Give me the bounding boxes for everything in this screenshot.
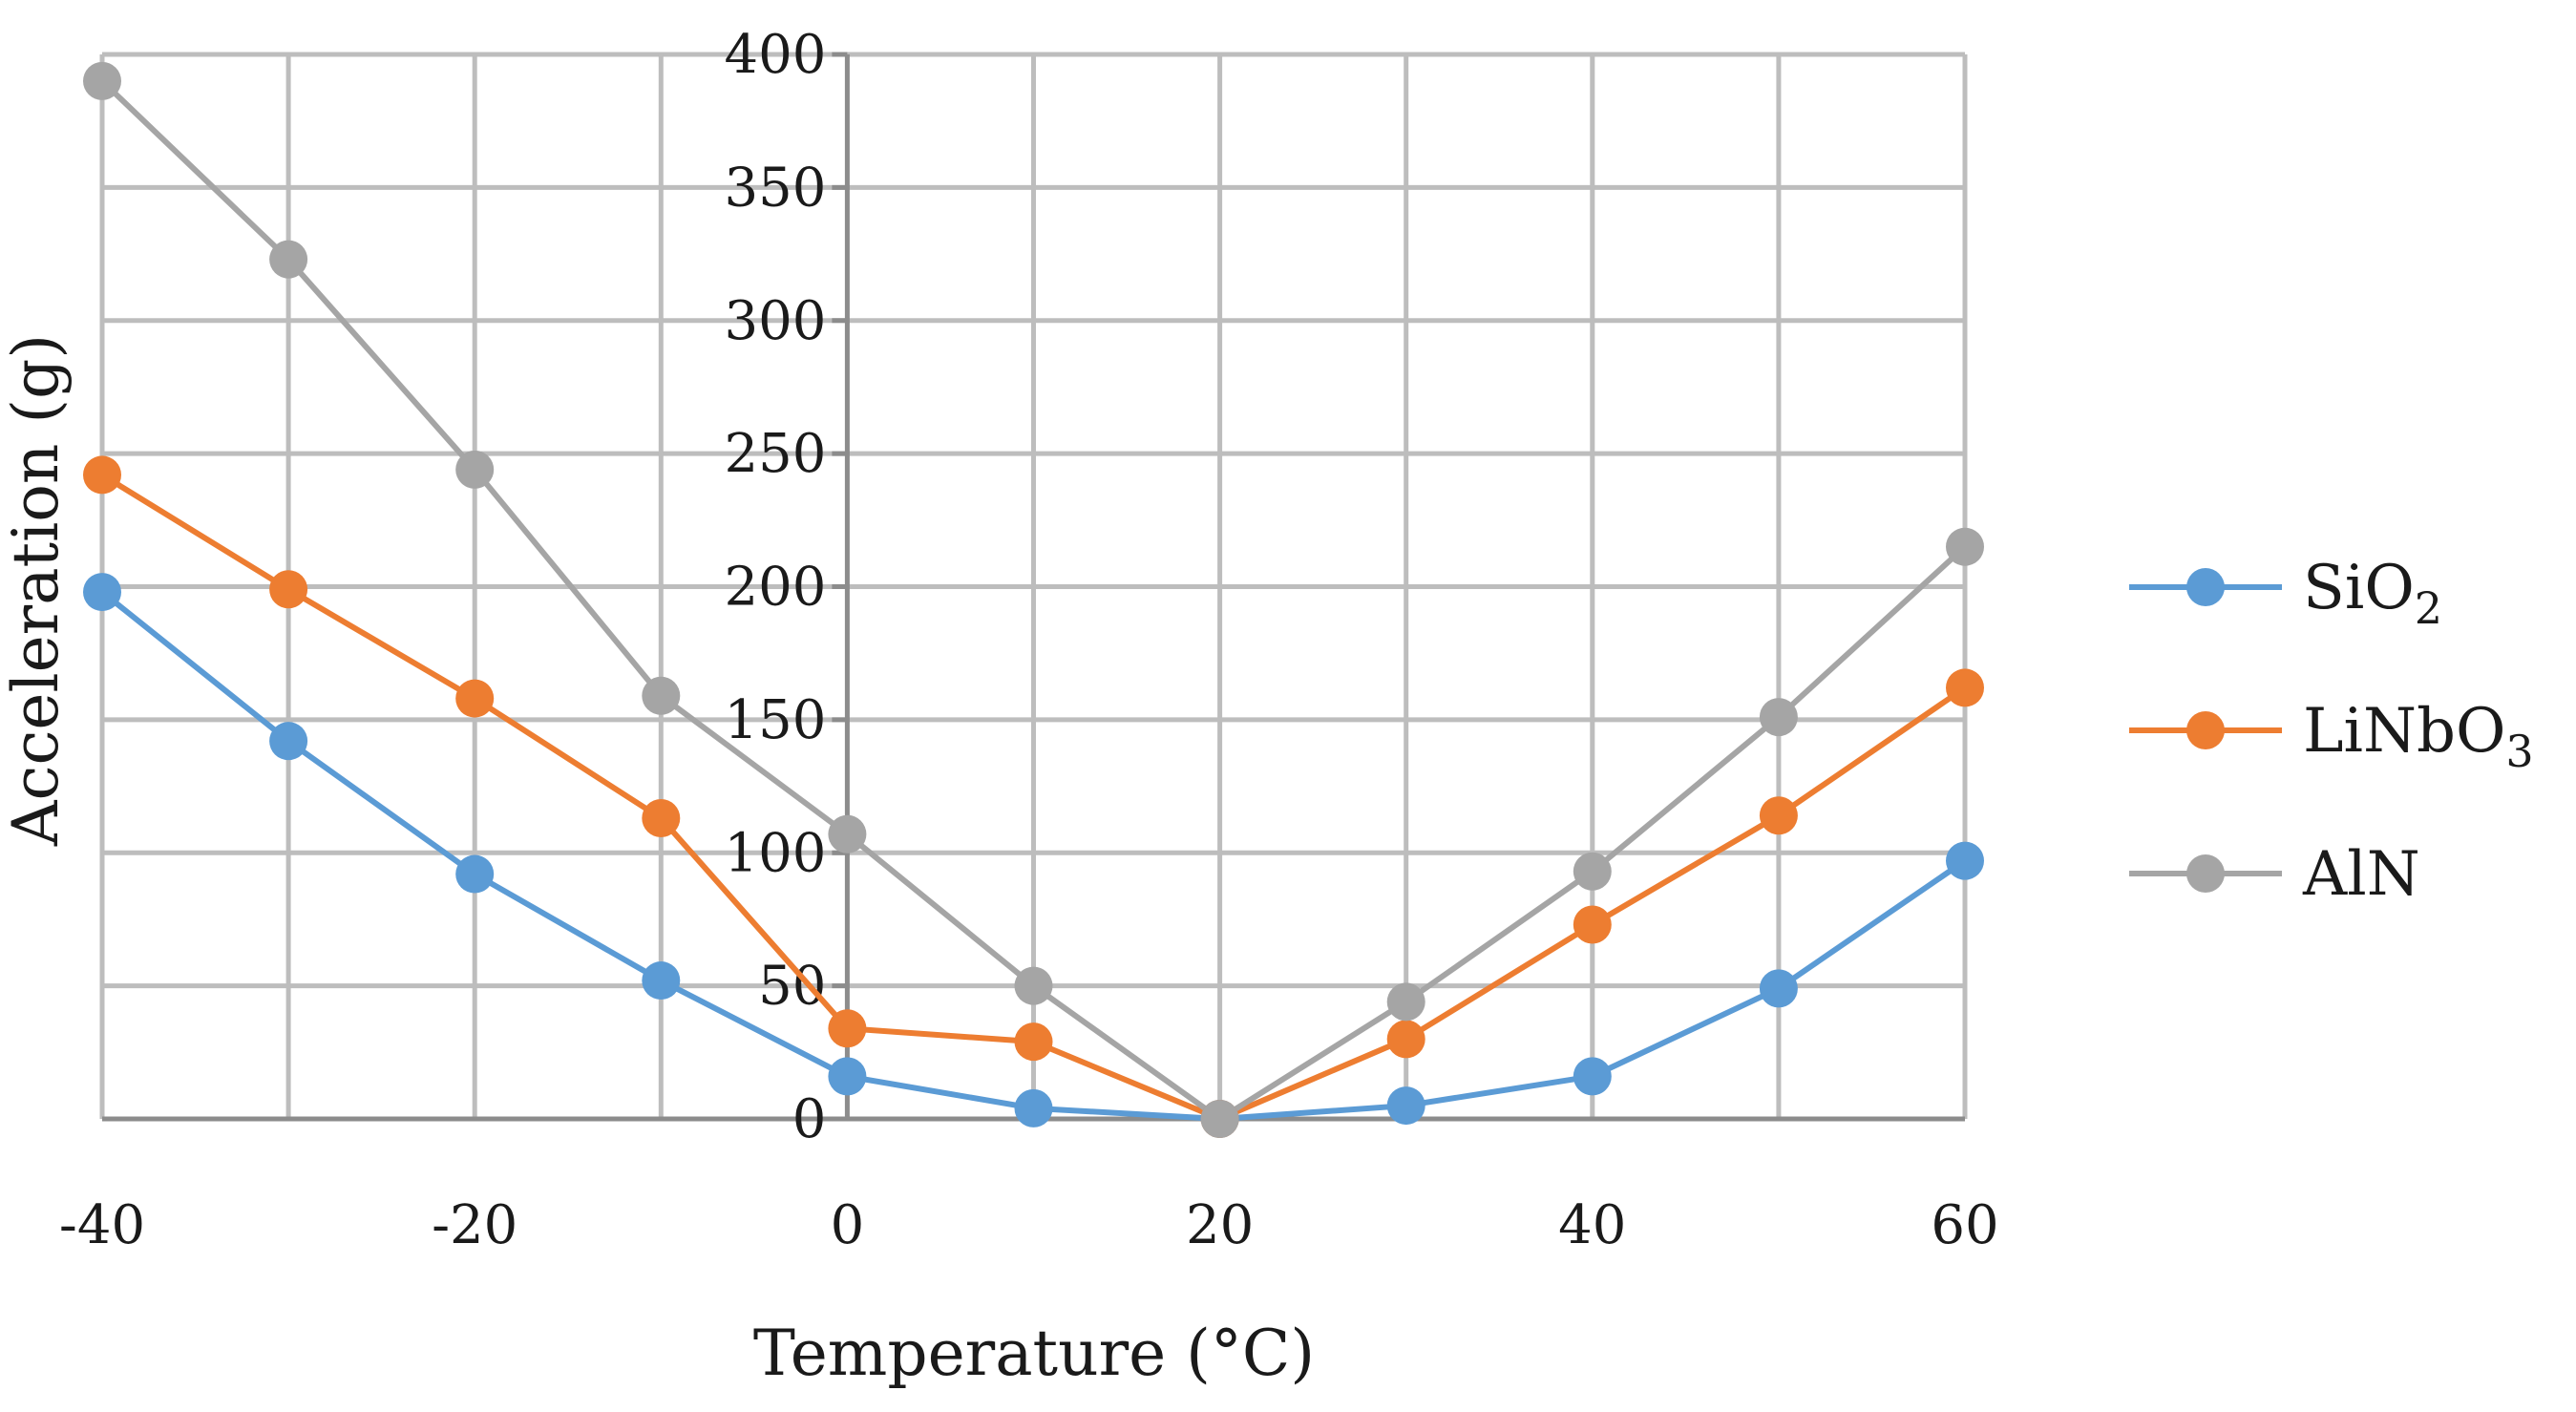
y-tick-label-200: 200: [725, 557, 827, 619]
point-aln-20: [1200, 1100, 1239, 1138]
legend-label-sio: SiO2: [2303, 553, 2442, 634]
y-axis-title: Acceleration (g): [0, 334, 73, 847]
y-tick-label-100: 100: [725, 822, 827, 884]
point-linbo-30: [1386, 1020, 1425, 1059]
point-linbo--10: [642, 799, 681, 838]
grid-layer: [99, 52, 1968, 1119]
y-tick-label-150: 150: [725, 689, 827, 751]
point-linbo-50: [1759, 796, 1798, 835]
point-linbo-0: [828, 1009, 867, 1048]
x-axis-title: Temperature (°C): [753, 1317, 1315, 1390]
point-sio--20: [455, 854, 495, 894]
point-aln-40: [1573, 852, 1612, 891]
y-tick-label-300: 300: [725, 290, 827, 352]
x-tick-label--40: -40: [59, 1194, 145, 1256]
point-linbo--30: [269, 570, 308, 609]
x-tick-label-20: 20: [1186, 1194, 1254, 1256]
y-tick-label-400: 400: [725, 24, 827, 86]
legend: SiO2 LiNbO3 AlN: [2129, 553, 2534, 910]
point-linbo-60: [1946, 668, 1984, 707]
x-tick-label-0: 0: [831, 1194, 865, 1256]
x-tick-label--20: -20: [432, 1194, 517, 1256]
point-linbo--20: [455, 679, 495, 718]
legend-entry-aln: AlN: [2129, 839, 2420, 910]
point-sio-50: [1759, 969, 1798, 1008]
point-aln-10: [1014, 966, 1053, 1005]
legend-label-aln: AlN: [2302, 839, 2420, 910]
point-sio--30: [269, 722, 308, 761]
legend-entry-linbo: LiNbO3: [2129, 696, 2534, 777]
point-sio--10: [642, 961, 681, 1001]
point-aln--10: [642, 676, 681, 715]
legend-marker-aln: [2186, 854, 2225, 893]
y-tick-label-0: 0: [792, 1088, 827, 1150]
series-layer: [83, 61, 1984, 1138]
point-linbo--40: [83, 455, 121, 495]
y-tick-label-250: 250: [725, 423, 827, 485]
point-aln--40: [83, 61, 121, 100]
point-aln-60: [1946, 527, 1984, 566]
point-linbo-40: [1573, 905, 1612, 944]
point-sio-0: [828, 1057, 867, 1096]
point-sio-10: [1014, 1088, 1053, 1127]
point-aln--30: [269, 240, 308, 279]
x-tick-label-60: 60: [1931, 1194, 1998, 1256]
x-tick-label-40: 40: [1558, 1194, 1626, 1256]
point-sio-60: [1946, 841, 1984, 880]
legend-marker-linbo: [2186, 711, 2225, 749]
point-sio--40: [83, 573, 121, 612]
point-aln-50: [1759, 698, 1798, 737]
legend-entry-sio: SiO2: [2129, 553, 2442, 634]
point-sio-40: [1573, 1057, 1612, 1096]
point-linbo-10: [1014, 1022, 1053, 1062]
legend-marker-sio: [2186, 568, 2225, 606]
point-aln--20: [455, 450, 495, 489]
y-tick-label-350: 350: [725, 157, 827, 219]
point-sio-30: [1386, 1086, 1425, 1126]
point-aln-0: [828, 814, 867, 854]
point-aln-30: [1386, 982, 1425, 1022]
legend-label-linbo: LiNbO3: [2303, 696, 2534, 777]
